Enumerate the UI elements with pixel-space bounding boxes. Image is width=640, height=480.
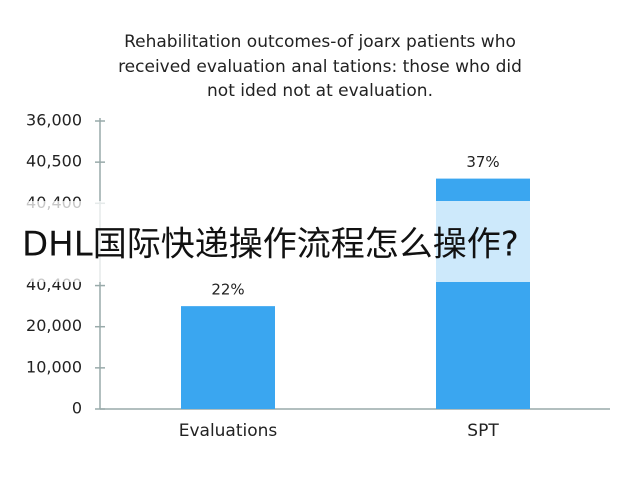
x-tick-label: SPT bbox=[467, 421, 499, 441]
y-tick-label: 36,000 bbox=[26, 111, 82, 130]
y-tick-label: 0 bbox=[72, 399, 82, 418]
bar-annotation: 37% bbox=[466, 153, 499, 171]
y-tick-label: 40,500 bbox=[26, 152, 82, 171]
overlay-band bbox=[0, 201, 640, 282]
y-tick-label: 20,000 bbox=[26, 316, 82, 335]
chart-title: not ided not at evaluation. bbox=[207, 81, 433, 101]
bar bbox=[181, 306, 275, 409]
chart-title: Rehabilitation outcomes-of joarx patient… bbox=[124, 32, 516, 52]
bar-annotation: 22% bbox=[211, 281, 244, 299]
x-tick-label: Evaluations bbox=[179, 421, 278, 441]
overlay-text: DHL国际快递操作流程怎么操作? bbox=[22, 225, 519, 265]
y-tick-label: 10,000 bbox=[26, 357, 82, 376]
chart-title: received evaluation anal tations: those … bbox=[118, 57, 522, 77]
